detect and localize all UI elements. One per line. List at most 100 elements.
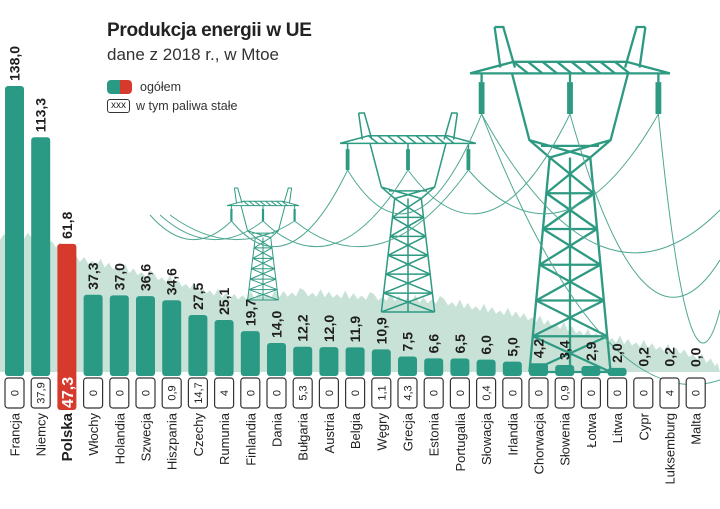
- solid-fuel-box: [685, 377, 706, 409]
- bars: [5, 86, 627, 376]
- country-label: Dania: [270, 412, 285, 447]
- solid-fuel-value: 0: [350, 390, 362, 396]
- country-label: Portugalia: [453, 412, 468, 471]
- country-label: Hiszpania: [165, 412, 180, 470]
- legend-box-sample: xxx: [107, 99, 130, 113]
- solid-fuel-box: [502, 377, 523, 409]
- solid-fuel-box: [82, 377, 104, 409]
- bar-niemcy: [31, 137, 51, 376]
- country-label: Irlandia: [505, 412, 520, 455]
- solid-fuel-value: 0: [141, 390, 153, 396]
- solid-fuel-box: [187, 377, 208, 409]
- country-label: Polska: [59, 412, 76, 461]
- country-label: Włochy: [86, 413, 101, 456]
- solid-fuel-box: [554, 377, 575, 409]
- solid-fuel-box: [214, 377, 235, 409]
- value-label: 6,0: [478, 335, 494, 355]
- bar-estonia: [424, 358, 444, 376]
- solid-fuel-value: 0: [586, 390, 598, 396]
- bar-polska: [57, 243, 77, 376]
- country-label: Szwecja: [139, 412, 154, 461]
- bar-belgia: [345, 347, 365, 376]
- solid-fuel-box: [449, 377, 470, 409]
- value-label: 0,0: [688, 347, 704, 367]
- country-label: Francja: [8, 412, 23, 456]
- country-label: Malta: [689, 412, 704, 445]
- solid-fuel-value: 0: [245, 390, 257, 396]
- solid-fuel-value: 0: [429, 390, 441, 396]
- solid-fuel-value: 0,4: [481, 385, 493, 400]
- solid-fuel-value: 0,9: [560, 385, 572, 400]
- country-label: Słowacja: [479, 412, 494, 465]
- solid-fuel-box: [633, 377, 654, 409]
- country-label: Czechy: [191, 413, 206, 457]
- value-label: 0,2: [662, 347, 678, 367]
- bar-litwa: [607, 367, 627, 376]
- solid-fuel-box: [266, 377, 287, 409]
- bar-słowacja: [476, 359, 496, 376]
- solid-fuel-value: 37,9: [36, 382, 48, 403]
- solid-fuel-box: [580, 377, 602, 409]
- solid-fuel-value: 0: [507, 390, 519, 396]
- bar-czechy: [188, 315, 208, 376]
- solid-fuel-value: 47,3: [60, 377, 77, 408]
- value-label: 138,0: [7, 46, 23, 81]
- country-label: Węgry: [374, 413, 389, 451]
- pylon-small-icon: [226, 187, 300, 301]
- country-label: Cypr: [636, 412, 651, 440]
- solid-fuel-box: [161, 377, 182, 409]
- country-label: Chorwacja: [532, 412, 547, 474]
- value-label: 61,8: [59, 211, 75, 238]
- country-label: Holandia: [112, 412, 127, 464]
- solid-fuel-box: [109, 377, 130, 409]
- value-label: 5,0: [504, 337, 520, 357]
- value-label: 6,6: [426, 334, 442, 354]
- bar-grecja: [398, 356, 417, 376]
- value-label: 11,9: [347, 316, 363, 343]
- bar-hiszpania: [162, 300, 182, 376]
- value-label: 37,3: [85, 262, 101, 289]
- solid-fuel-box: [476, 377, 497, 409]
- value-label: 7,5: [400, 332, 416, 352]
- country-label: Łotwa: [584, 412, 599, 447]
- country-label: Estonia: [427, 412, 442, 456]
- country-label: Austria: [322, 412, 337, 453]
- bar-bułgaria: [293, 346, 313, 376]
- solid-fuel-value: 4,3: [403, 385, 415, 400]
- country-label: Rumunia: [217, 412, 232, 465]
- value-label: 25,1: [216, 288, 232, 315]
- solid-fuel-value: 0: [534, 390, 546, 396]
- solid-fuel-value: 0,9: [167, 385, 179, 400]
- solid-fuel-box: [318, 377, 339, 409]
- value-label: 6,5: [452, 334, 468, 354]
- country-label: Litwa: [610, 412, 625, 443]
- solid-fuel-value: 0: [114, 390, 126, 396]
- solid-fuel-box: [606, 377, 628, 409]
- solid-fuel-value: 0: [612, 390, 624, 396]
- labels: 138,0 0 Francja 113,3 37,9 Niemcy 61,8 47,3 Pols…: [4, 46, 706, 485]
- country-label: Belgia: [348, 412, 363, 449]
- value-label: 12,2: [295, 314, 311, 341]
- country-label: Luksemburg: [663, 413, 678, 485]
- value-label: 10,9: [373, 317, 389, 344]
- solid-fuel-value: 0: [638, 390, 650, 396]
- solid-fuel-value: 14,7: [193, 382, 205, 403]
- solid-fuel-box: [397, 377, 418, 409]
- bar-węgry: [371, 349, 391, 376]
- pylon-medium-icon: [339, 112, 477, 313]
- bar-francja: [5, 86, 24, 376]
- solid-fuel-box: [423, 377, 444, 409]
- value-label: 4,2: [531, 339, 547, 359]
- legend-item-solid-fuels: xxx w tym paliwa stałe: [107, 98, 237, 114]
- solid-fuel-value: 0: [324, 390, 336, 396]
- value-label: 113,3: [33, 98, 49, 132]
- chart-subtitle: dane z 2018 r., w Mtoe: [107, 45, 279, 64]
- power-lines: [149, 113, 720, 385]
- solid-fuel-box: [240, 377, 261, 409]
- legend-label-total: ogółem: [140, 80, 181, 94]
- country-label: Słowenia: [558, 412, 573, 466]
- bar-słowenia: [555, 364, 575, 376]
- solid-fuel-value: 5,3: [298, 385, 310, 400]
- country-label: Grecja: [401, 412, 416, 451]
- bar-dania: [267, 342, 286, 376]
